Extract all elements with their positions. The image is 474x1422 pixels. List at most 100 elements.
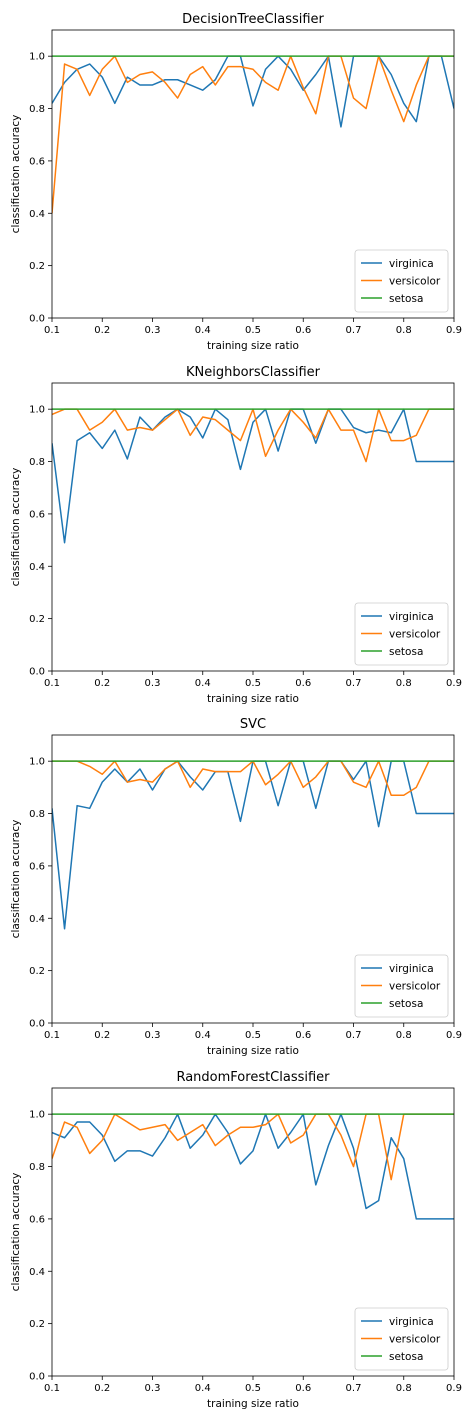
- y-tick-label: 0.8: [29, 457, 45, 468]
- x-tick-label: 0.8: [396, 325, 412, 336]
- y-tick-label: 0.4: [29, 1266, 45, 1277]
- y-tick-label: 0.2: [29, 966, 45, 977]
- series-line-virginica: [52, 760, 454, 930]
- y-tick-label: 0.4: [29, 209, 45, 220]
- legend-label-versicolor: versicolor: [389, 275, 441, 287]
- chart-svg: DecisionTreeClassifier 0.1 0.2 0.3 0.4 0.5 0.6…: [10, 12, 462, 352]
- plot-frame: [51, 1087, 455, 1376]
- x-tick-label: 0.5: [245, 678, 261, 689]
- legend-label-setosa: setosa: [389, 645, 423, 657]
- x-tick-label: 0.6: [295, 1383, 311, 1394]
- y-tick-label: 0.0: [29, 1019, 45, 1030]
- x-tick-label: 0.9: [446, 1030, 462, 1041]
- x-tick-label: 0.2: [94, 1030, 110, 1041]
- x-tick-label: 0.9: [446, 678, 462, 689]
- x-tick-label: 0.8: [396, 1383, 412, 1394]
- y-tick-label: 0.4: [29, 561, 45, 572]
- legend-label-versicolor: versicolor: [389, 1333, 441, 1345]
- x-tick-label: 0.2: [94, 1383, 110, 1394]
- legend-label-versicolor: versicolor: [389, 980, 441, 992]
- x-tick-label: 0.6: [295, 1030, 311, 1041]
- y-tick-label: 0.6: [29, 1214, 45, 1225]
- x-tick-label: 0.2: [94, 325, 110, 336]
- legend-label-versicolor: versicolor: [389, 628, 441, 640]
- series-line-versicolor: [52, 55, 454, 214]
- y-tick-label: 0.6: [29, 156, 45, 167]
- x-tick-label: 0.4: [195, 1030, 211, 1041]
- plot-frame: [51, 29, 455, 319]
- y-tick-label: 0.0: [29, 666, 45, 677]
- y-tick-label: 0.6: [29, 509, 45, 520]
- y-tick-label: 0.2: [29, 261, 45, 272]
- chart-title: RandomForestClassifier: [176, 1070, 330, 1085]
- x-tick-label: 0.4: [195, 1383, 211, 1394]
- chart-svg: KNeighborsClassifier 0.1 0.2 0.3 0.4 0.5 0.6 0.…: [10, 365, 462, 705]
- x-tick-label: 0.5: [245, 325, 261, 336]
- chart-title: SVC: [240, 717, 266, 732]
- x-tick-label: 0.9: [446, 325, 462, 336]
- x-axis-label: training size ratio: [207, 340, 299, 352]
- y-axis-label: classification accuracy: [10, 1172, 22, 1291]
- x-tick-label: 0.9: [446, 1383, 462, 1394]
- x-tick-label: 0.1: [44, 1383, 60, 1394]
- plot-frame: [51, 734, 455, 1024]
- legend-label-virginica: virginica: [389, 963, 434, 975]
- y-axis-label: classification accuracy: [10, 467, 22, 586]
- x-tick-label: 0.8: [396, 1030, 412, 1041]
- legend-label-virginica: virginica: [389, 610, 434, 622]
- y-tick-label: 0.0: [29, 1371, 45, 1382]
- legend: virginica versicolor setosa: [354, 602, 449, 665]
- chart-svg: RandomForestClassifier 0.1 0.2 0.3 0.4 0.5 0.6…: [10, 1070, 462, 1410]
- x-tick-label: 0.5: [245, 1030, 261, 1041]
- x-tick-label: 0.6: [295, 678, 311, 689]
- y-tick-label: 0.8: [29, 1162, 45, 1173]
- x-tick-label: 0.1: [44, 325, 60, 336]
- y-tick-label: 0.8: [29, 104, 45, 115]
- legend: virginica versicolor setosa: [354, 1307, 449, 1370]
- legend-label-setosa: setosa: [389, 998, 423, 1010]
- legend-label-virginica: virginica: [389, 258, 434, 270]
- x-tick-label: 0.8: [396, 678, 412, 689]
- y-tick-label: 0.2: [29, 614, 45, 625]
- x-axis-label: training size ratio: [207, 1045, 299, 1057]
- x-tick-label: 0.4: [195, 325, 211, 336]
- series-line-versicolor: [52, 1112, 454, 1180]
- series-line-versicolor: [52, 407, 454, 462]
- x-tick-label: 0.3: [145, 325, 161, 336]
- legend: virginica versicolor setosa: [354, 954, 449, 1018]
- x-tick-label: 0.1: [44, 678, 60, 689]
- y-tick-label: 0.4: [29, 914, 45, 925]
- x-tick-label: 0.2: [94, 678, 110, 689]
- chart-panel-4: RandomForestClassifier 0.1 0.2 0.3 0.4 0.5 0.6…: [0, 1058, 474, 1410]
- y-tick-label: 1.0: [29, 757, 45, 768]
- legend-label-setosa: setosa: [389, 293, 423, 305]
- x-tick-label: 0.7: [346, 1030, 362, 1041]
- x-tick-label: 0.3: [145, 1383, 161, 1394]
- chart-panel-3: SVC 0.1 0.2 0.3 0.4 0.5 0.6 0.7 0.8 0.9 0.0 0.2 0.4 0…: [0, 705, 474, 1057]
- y-axis-label: classification accuracy: [10, 115, 22, 234]
- y-tick-label: 0.8: [29, 809, 45, 820]
- x-tick-label: 0.7: [346, 678, 362, 689]
- series-line-virginica: [52, 55, 454, 128]
- y-tick-label: 0.0: [29, 314, 45, 325]
- x-tick-label: 0.3: [145, 1030, 161, 1041]
- y-tick-label: 0.6: [29, 861, 45, 872]
- chart-title: DecisionTreeClassifier: [182, 12, 324, 27]
- x-tick-label: 0.1: [44, 1030, 60, 1041]
- x-axis-label: training size ratio: [207, 693, 299, 705]
- x-axis-label: training size ratio: [207, 1398, 299, 1410]
- y-tick-label: 0.2: [29, 1319, 45, 1330]
- x-tick-label: 0.4: [195, 678, 211, 689]
- legend-label-setosa: setosa: [389, 1350, 423, 1362]
- chart-panel-1: DecisionTreeClassifier 0.1 0.2 0.3 0.4 0.5 0.6…: [0, 0, 474, 352]
- legend: virginica versicolor setosa: [354, 249, 449, 313]
- x-tick-label: 0.7: [346, 1383, 362, 1394]
- x-tick-label: 0.7: [346, 325, 362, 336]
- chart-title: KNeighborsClassifier: [186, 365, 321, 380]
- chart-panel-2: KNeighborsClassifier 0.1 0.2 0.3 0.4 0.5 0.6 0.…: [0, 353, 474, 705]
- x-tick-label: 0.6: [295, 325, 311, 336]
- chart-svg: SVC 0.1 0.2 0.3 0.4 0.5 0.6 0.7 0.8 0.9 0.0 0.2 0.4 0…: [10, 717, 462, 1057]
- x-tick-label: 0.5: [245, 1383, 261, 1394]
- y-tick-label: 1.0: [29, 52, 45, 63]
